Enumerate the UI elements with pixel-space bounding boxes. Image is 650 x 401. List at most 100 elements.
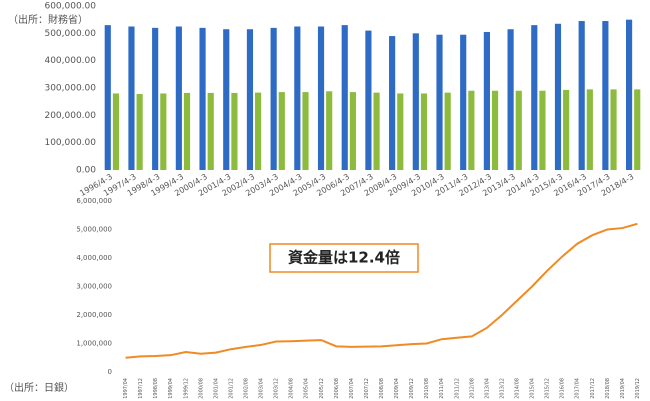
x-tick-label: 2013/04 bbox=[484, 378, 490, 399]
bar bbox=[373, 92, 380, 170]
bar bbox=[412, 33, 419, 171]
bar bbox=[491, 90, 499, 170]
bar bbox=[625, 19, 633, 170]
bar bbox=[389, 36, 396, 170]
bar bbox=[278, 92, 285, 170]
x-tick-label: 2006/08 bbox=[334, 378, 340, 399]
y-tick-label: 1,000,000 bbox=[76, 340, 112, 348]
callout-box bbox=[269, 243, 419, 273]
source-note: （出所：財務省） bbox=[8, 13, 88, 26]
x-tick-label: 2019/12 bbox=[635, 378, 641, 399]
bar bbox=[436, 34, 443, 171]
x-tick-label: 2017/04 bbox=[575, 378, 581, 399]
bar bbox=[160, 93, 167, 170]
y-tick-label: 100,000.00 bbox=[44, 138, 96, 148]
bar bbox=[152, 27, 159, 170]
bar bbox=[199, 27, 206, 170]
y-tick-label: 400,000.00 bbox=[44, 56, 96, 66]
x-tick-label: 1997/04 bbox=[123, 378, 129, 399]
y-tick-label: 2,000,000 bbox=[76, 311, 112, 319]
bar bbox=[246, 29, 254, 170]
bar bbox=[223, 29, 230, 170]
bar bbox=[302, 92, 309, 170]
x-tick-label: 2003/04 bbox=[259, 378, 265, 399]
x-tick-label: 2012/08 bbox=[469, 378, 475, 399]
x-tick-label: 2000/08 bbox=[198, 378, 204, 399]
x-tick-label: 1998/08 bbox=[153, 378, 159, 399]
x-tick-label: 2015/12 bbox=[545, 378, 551, 399]
bar bbox=[610, 89, 617, 170]
source-note: （出所：日銀） bbox=[4, 381, 74, 394]
bar bbox=[317, 26, 325, 170]
x-tick-label: 2018/08 bbox=[605, 378, 611, 399]
x-tick-label: 2007/12 bbox=[364, 378, 370, 399]
bar bbox=[563, 89, 570, 170]
x-tick-label: 1999/12 bbox=[183, 378, 189, 399]
x-tick-label: 2017/12 bbox=[590, 378, 596, 399]
bar bbox=[586, 89, 593, 170]
x-tick-label: 2013/12 bbox=[499, 378, 505, 399]
x-tick-label: 2010/08 bbox=[424, 378, 430, 399]
bar bbox=[507, 29, 514, 170]
x-tick-label: 2015/04 bbox=[530, 378, 536, 399]
x-tick-label: 2009/04 bbox=[394, 378, 400, 399]
x-tick-label: 2009/12 bbox=[409, 378, 415, 399]
x-tick-label: 1999/04 bbox=[168, 378, 174, 399]
bar bbox=[341, 25, 348, 171]
bar bbox=[483, 31, 490, 170]
y-tick-label: 600,000.00 bbox=[44, 2, 96, 12]
bar bbox=[255, 92, 262, 170]
bar bbox=[112, 93, 120, 170]
bar bbox=[365, 30, 372, 170]
x-tick-label: 2016/08 bbox=[560, 378, 566, 399]
y-tick-label: 4,000,000 bbox=[76, 254, 112, 262]
x-tick-label: 2011/04 bbox=[439, 378, 445, 399]
x-tick-label: 1997/12 bbox=[138, 378, 144, 399]
bar bbox=[554, 23, 562, 171]
x-tick-label: 2007/04 bbox=[349, 378, 355, 399]
x-tick-label: 2014/08 bbox=[515, 378, 521, 399]
y-tick-label: 500,000.00 bbox=[44, 29, 96, 39]
bar bbox=[349, 92, 356, 170]
bar bbox=[128, 26, 135, 170]
bar bbox=[397, 93, 404, 170]
x-tick-label: 2011/12 bbox=[454, 378, 460, 399]
y-tick-label: 0.00 bbox=[76, 166, 96, 176]
x-tick-label: 2004/08 bbox=[289, 378, 295, 399]
bar bbox=[326, 91, 333, 170]
x-tick-label: 2003/12 bbox=[274, 378, 280, 399]
y-tick-label: 200,000.00 bbox=[44, 111, 96, 121]
bar bbox=[104, 25, 111, 171]
bar bbox=[602, 21, 609, 171]
y-tick-label: 300,000.00 bbox=[44, 84, 96, 94]
bar bbox=[578, 21, 585, 171]
line bbox=[125, 222, 638, 359]
bar bbox=[634, 89, 641, 170]
callout: 資金量は12.4倍 bbox=[288, 249, 400, 267]
bar bbox=[539, 90, 546, 170]
x-tick-label: 2005/12 bbox=[319, 378, 325, 399]
bar bbox=[515, 90, 522, 170]
bar bbox=[270, 27, 277, 170]
y-tick-label: 5,000,000 bbox=[76, 226, 112, 234]
bar bbox=[460, 34, 467, 171]
bar bbox=[183, 92, 191, 170]
y-tick-label: 3,000,000 bbox=[76, 283, 112, 291]
bar bbox=[175, 26, 182, 170]
bar bbox=[294, 26, 301, 170]
x-tick-label: 2002/08 bbox=[243, 378, 249, 399]
bar bbox=[136, 94, 143, 170]
x-tick-label: 2001/04 bbox=[213, 378, 219, 399]
y-tick-label: 6,000,000 bbox=[76, 197, 112, 205]
y-tick-label: 0 bbox=[108, 368, 112, 376]
bar bbox=[444, 92, 451, 170]
bar bbox=[207, 92, 214, 170]
bar bbox=[420, 93, 428, 170]
bar bbox=[231, 92, 238, 170]
bar bbox=[531, 25, 538, 171]
bar bbox=[468, 90, 475, 170]
x-tick-label: 2008/08 bbox=[379, 378, 385, 399]
x-tick-label: 2005/04 bbox=[304, 378, 310, 399]
x-tick-label: 2019/04 bbox=[620, 378, 626, 399]
